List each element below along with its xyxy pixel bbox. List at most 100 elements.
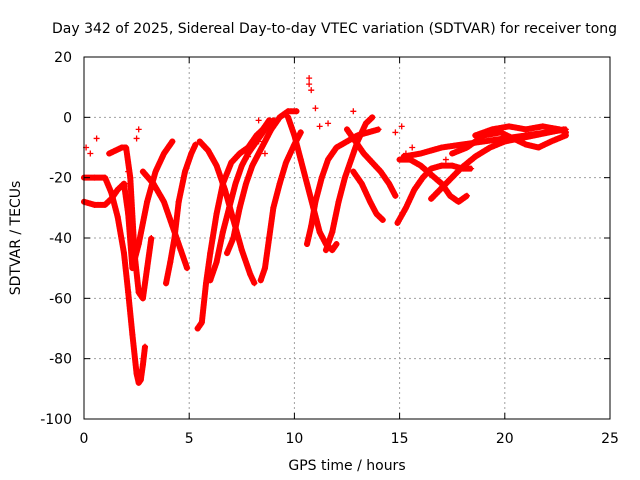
data-point xyxy=(142,343,149,350)
data-points xyxy=(81,75,569,386)
data-point xyxy=(198,319,205,326)
y-tick-label: -100 xyxy=(40,412,72,428)
data-point xyxy=(169,138,176,145)
axis-ticks xyxy=(83,56,611,420)
outlier-point xyxy=(255,117,262,124)
outlier-point xyxy=(133,135,140,142)
data-point xyxy=(135,289,142,296)
data-point xyxy=(108,195,115,202)
series-trace xyxy=(396,156,470,205)
data-point xyxy=(447,192,454,199)
x-tick-label: 0 xyxy=(80,431,89,447)
data-point xyxy=(548,138,555,145)
outlier-point xyxy=(409,144,416,151)
data-point xyxy=(402,204,409,211)
data-point xyxy=(213,162,220,169)
data-point xyxy=(322,247,329,254)
outlier-point xyxy=(316,123,323,130)
data-point xyxy=(543,129,550,136)
outlier-point xyxy=(312,105,319,112)
y-tick-labels: -100 -80 -60 -40 -20 0 20 xyxy=(40,50,72,428)
data-point xyxy=(522,126,529,133)
data-point xyxy=(160,150,167,157)
data-point xyxy=(510,135,517,142)
data-point xyxy=(556,126,563,133)
data-point xyxy=(127,174,134,181)
data-point xyxy=(91,174,98,181)
data-point xyxy=(285,108,292,115)
y-tick-label: 0 xyxy=(63,110,72,126)
data-point xyxy=(148,235,155,241)
data-point xyxy=(369,159,376,166)
data-point xyxy=(285,114,292,121)
series-trace xyxy=(194,117,273,332)
data-point xyxy=(318,174,325,181)
data-point xyxy=(350,168,357,175)
y-axis-label: SDTVAR / TECUs xyxy=(8,181,24,296)
y-tick-label: -60 xyxy=(49,291,72,307)
data-point xyxy=(480,138,487,145)
data-point xyxy=(360,150,367,157)
data-point xyxy=(102,174,109,181)
data-point xyxy=(144,265,151,272)
data-point xyxy=(457,165,464,172)
data-point xyxy=(238,247,245,254)
x-tick-label: 15 xyxy=(391,431,409,447)
data-point xyxy=(297,156,304,163)
data-point xyxy=(150,180,157,187)
data-point xyxy=(329,228,336,235)
data-point xyxy=(304,180,311,187)
data-point xyxy=(392,192,399,199)
data-point xyxy=(276,180,283,187)
data-point xyxy=(449,162,456,169)
outlier-point xyxy=(402,150,409,157)
data-point xyxy=(428,195,435,202)
data-point xyxy=(562,129,569,136)
series-trace xyxy=(257,129,304,284)
data-point xyxy=(221,186,228,193)
data-point xyxy=(335,198,342,205)
data-point xyxy=(192,141,199,148)
data-point xyxy=(282,159,289,166)
outlier-point xyxy=(87,150,94,157)
outlier-point xyxy=(245,153,252,160)
data-point xyxy=(375,126,382,133)
data-point xyxy=(112,147,119,154)
data-point xyxy=(394,219,401,226)
data-point xyxy=(171,235,178,241)
data-point xyxy=(144,198,151,205)
data-point xyxy=(428,171,435,178)
data-point xyxy=(325,156,332,163)
data-point xyxy=(329,247,336,254)
data-point xyxy=(379,216,386,223)
outlier-point xyxy=(398,123,405,130)
outlier-point xyxy=(255,138,262,145)
data-point xyxy=(348,156,355,163)
data-point xyxy=(261,265,268,272)
outlier-point xyxy=(125,180,132,187)
outlier-point xyxy=(306,81,313,88)
data-point xyxy=(125,289,132,296)
series-arc-8 xyxy=(207,117,277,284)
data-point xyxy=(205,147,212,154)
data-point xyxy=(243,180,250,187)
y-tick-label: 20 xyxy=(54,50,72,66)
data-point xyxy=(139,168,146,175)
series-trace xyxy=(322,114,376,254)
series-arc-17 xyxy=(396,156,470,205)
data-point xyxy=(522,141,529,148)
data-point xyxy=(442,180,449,187)
data-point xyxy=(175,198,182,205)
series-arc-3 xyxy=(106,144,155,302)
series-arc-6 xyxy=(194,117,273,332)
data-point xyxy=(400,153,407,160)
outlier-point xyxy=(261,150,268,157)
data-point xyxy=(472,153,479,160)
data-point xyxy=(506,123,513,130)
data-point xyxy=(102,201,109,208)
data-point xyxy=(396,156,403,163)
data-point xyxy=(238,162,245,169)
data-point xyxy=(139,295,146,302)
data-point xyxy=(188,150,195,157)
